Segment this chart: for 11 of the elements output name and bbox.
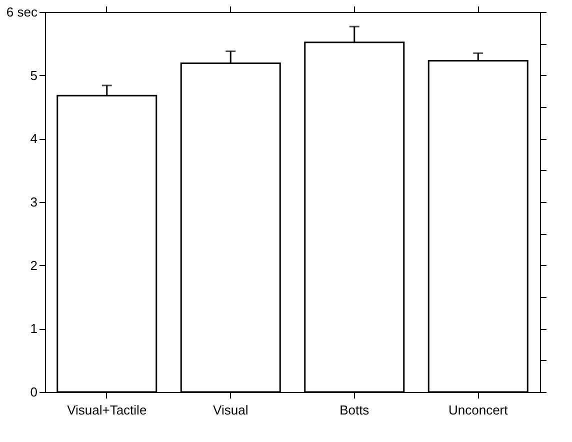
- x-tick-label: Visual+Tactile: [67, 402, 147, 418]
- y-tick-label: 4: [30, 131, 38, 146]
- x-tick-label: Unconcert: [448, 402, 508, 418]
- y-tick-label: 5: [30, 68, 38, 83]
- y-tick-label: 3: [30, 194, 38, 210]
- y-tick-label: 6 sec: [6, 4, 38, 20]
- y-tick-label: 0: [30, 384, 38, 400]
- y-tick-label: 2: [30, 258, 38, 273]
- x-tick-label: Visual: [213, 402, 248, 418]
- y-tick-label: 1: [30, 321, 38, 336]
- x-tick-label: Botts: [340, 402, 370, 418]
